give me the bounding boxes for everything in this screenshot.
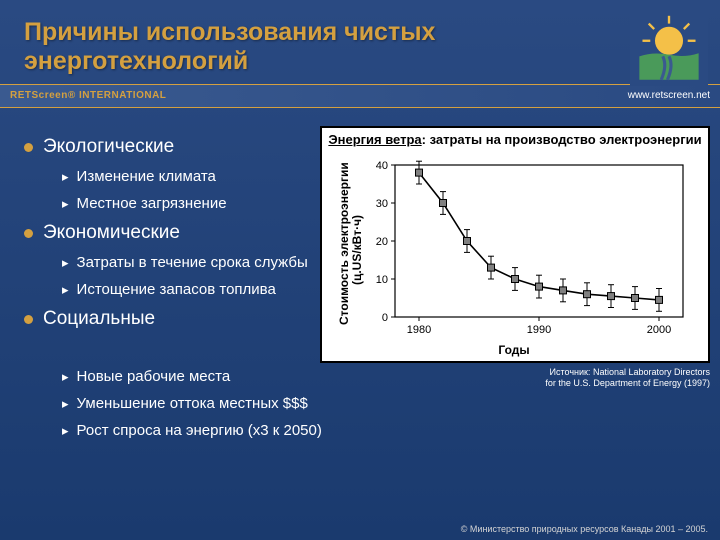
bullet-list: Экологические ▸ Изменение климата ▸ Местно… xyxy=(24,126,314,390)
svg-text:0: 0 xyxy=(382,312,388,324)
slide-title: Причины использования чистых энерготехно… xyxy=(24,18,696,76)
banner-url: www.retscreen.net xyxy=(628,90,710,101)
arrow-icon: ▸ xyxy=(62,282,69,298)
chart-svg: 0 10 20 30 40 1980 1990 2000 xyxy=(360,157,700,343)
source-line-1: Источник: National Laboratory Directors xyxy=(550,367,710,377)
arrow-icon: ▸ xyxy=(62,255,69,271)
bullet-economic: Экономические xyxy=(24,222,314,244)
bullet-dot-icon xyxy=(24,229,33,238)
svg-text:1990: 1990 xyxy=(527,324,551,336)
x-axis-label: Годы xyxy=(328,343,700,359)
bullet-dot-icon xyxy=(24,143,33,152)
arrow-icon: ▸ xyxy=(62,196,69,212)
arrow-icon: ▸ xyxy=(62,169,69,185)
source-line-2: for the U.S. Department of Energy (1997) xyxy=(545,378,710,388)
arrow-icon: ▸ xyxy=(62,423,69,439)
svg-text:1980: 1980 xyxy=(407,324,431,336)
bullet-dot-icon xyxy=(24,315,33,324)
chart-inner: Стоимость электроэнергии (ц.US/кВт·ч) 0 1… xyxy=(328,157,700,343)
retscreen-sun-logo xyxy=(630,8,708,86)
sub-bullet-label: Местное загрязнение xyxy=(77,195,227,212)
svg-text:20: 20 xyxy=(376,236,388,248)
chart-plot: 0 10 20 30 40 1980 1990 2000 xyxy=(360,157,700,343)
content-area: Экологические ▸ Изменение климата ▸ Местно… xyxy=(0,108,720,390)
chart-title: Энергия ветра: затраты на производство э… xyxy=(320,126,710,151)
bullet-label: Экономические xyxy=(43,222,180,244)
arrow-icon: ▸ xyxy=(62,396,69,412)
chart-title-underline: Энергия ветра xyxy=(328,132,421,147)
ylabel-line-1: Стоимость электроэнергии xyxy=(337,162,351,325)
bullet-ecological: Экологические xyxy=(24,136,314,158)
chart-column: Энергия ветра: затраты на производство э… xyxy=(314,126,710,390)
bullet-social: Социальные xyxy=(24,308,314,330)
sub-bullet: ▸ Истощение запасов топлива xyxy=(62,281,314,298)
title-line-1: Причины использования чистых xyxy=(24,18,435,46)
sub-bullet: ▸ Местное загрязнение xyxy=(62,195,314,212)
chart-title-rest: : затраты на производство электроэнергии xyxy=(422,132,702,147)
copyright-footer: © Министерство природных ресурсов Канады… xyxy=(461,524,708,534)
chart-box: Стоимость электроэнергии (ц.US/кВт·ч) 0 1… xyxy=(320,151,710,363)
title-area: Причины использования чистых энерготехно… xyxy=(0,0,720,84)
sub-bullet-label: Уменьшение оттока местных $$$ xyxy=(77,395,308,412)
bullet-label: Социальные xyxy=(43,308,155,330)
title-line-2: энерготехнологий xyxy=(24,47,248,75)
sub-bullet-label: Рост спроса на энергию (x3 к 2050) xyxy=(77,422,322,439)
sub-bullet-label: Новые рабочие места xyxy=(77,368,231,385)
svg-text:10: 10 xyxy=(376,274,388,286)
banner: RETScreen® INTERNATIONAL www.retscreen.n… xyxy=(0,84,720,108)
sub-bullet: ▸ Уменьшение оттока местных $$$ xyxy=(62,395,720,412)
banner-brand: RETScreen® INTERNATIONAL xyxy=(10,90,166,101)
sub-bullet: ▸ Рост спроса на энергию (x3 к 2050) xyxy=(62,422,720,439)
sub-bullet-label: Истощение запасов топлива xyxy=(77,281,276,298)
y-axis-label: Стоимость электроэнергии (ц.US/кВт·ч) xyxy=(328,157,360,343)
sub-bullet-label: Затраты в течение срока службы xyxy=(77,254,308,271)
slide: Причины использования чистых энерготехно… xyxy=(0,0,720,540)
svg-text:30: 30 xyxy=(376,198,388,210)
sub-bullet-label: Изменение климата xyxy=(77,168,216,185)
bullet-label: Экологические xyxy=(43,136,174,158)
chart-source: Источник: National Laboratory Directors … xyxy=(314,367,710,390)
arrow-icon: ▸ xyxy=(62,369,69,385)
sub-bullet: ▸ Изменение климата xyxy=(62,168,314,185)
svg-text:40: 40 xyxy=(376,160,388,172)
sub-bullet: ▸ Затраты в течение срока службы xyxy=(62,254,314,271)
svg-text:2000: 2000 xyxy=(647,324,671,336)
